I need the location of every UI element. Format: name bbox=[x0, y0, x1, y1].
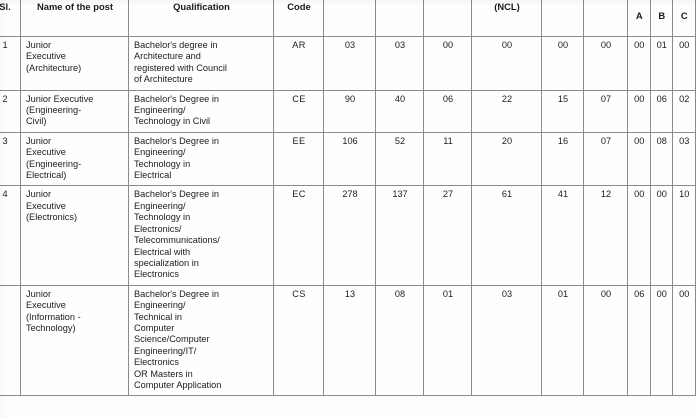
row-ews: 01 bbox=[423, 284, 472, 397]
header-serial: Sl. bbox=[0, 0, 21, 37]
row-pwbd-c: 02 bbox=[672, 89, 696, 133]
row-pwbd-a: 00 bbox=[627, 131, 651, 187]
row-ur: 08 bbox=[375, 284, 424, 397]
header-st bbox=[583, 0, 628, 37]
row-sc: 16 bbox=[541, 131, 584, 187]
row-total-vacancies: 13 bbox=[323, 284, 376, 397]
row-qualification: Bachelor's Degree in Engineering/ Techni… bbox=[128, 284, 274, 397]
row-post-name: Junior Executive (Engineering- Electrica… bbox=[20, 131, 129, 187]
row-post-name: Junior Executive (Architecture) bbox=[20, 36, 129, 91]
header-post: Name of the post bbox=[20, 0, 129, 37]
row-st: 07 bbox=[583, 89, 628, 133]
row-serial: 4 bbox=[0, 185, 21, 286]
row-obc-ncl: 61 bbox=[471, 185, 542, 286]
row-st: 00 bbox=[583, 284, 628, 397]
table-row: 1 Junior Executive (Architecture) Bachelor… bbox=[0, 36, 696, 91]
row-code: EE bbox=[273, 131, 324, 187]
header-ews bbox=[423, 0, 472, 37]
header-sc bbox=[541, 0, 584, 37]
row-obc-ncl: 00 bbox=[471, 36, 542, 91]
row-pwbd-a: 00 bbox=[627, 89, 651, 133]
header-code: Code bbox=[273, 0, 324, 37]
row-qualification: Bachelor's degree in Architecture and re… bbox=[128, 36, 274, 91]
row-st: 12 bbox=[583, 185, 628, 286]
header-pwbd-b: B bbox=[649, 0, 673, 37]
row-code: AR bbox=[273, 36, 324, 91]
row-obc-ncl: 20 bbox=[471, 131, 542, 187]
row-ur: 52 bbox=[375, 131, 424, 187]
row-obc-ncl: 22 bbox=[471, 89, 542, 133]
header-qualification: Qualification bbox=[128, 0, 274, 37]
row-total-vacancies: 106 bbox=[323, 131, 376, 187]
row-ews: 27 bbox=[423, 185, 472, 286]
row-code: CS bbox=[273, 284, 324, 397]
row-obc-ncl: 03 bbox=[471, 284, 542, 397]
row-code: EC bbox=[273, 185, 324, 286]
header-pwbd-a: A bbox=[627, 0, 651, 37]
row-ews: 00 bbox=[423, 36, 472, 91]
row-pwbd-a: 00 bbox=[627, 185, 651, 286]
row-post-name: Junior Executive (Engineering- Civil) bbox=[20, 89, 129, 133]
header-total bbox=[323, 0, 376, 37]
row-post-name: Junior Executive (Electronics) bbox=[20, 185, 129, 286]
table-row: Junior Executive (Information - Technolo… bbox=[0, 284, 696, 397]
row-serial: 3 bbox=[0, 131, 21, 187]
header-row-sub: A B C D & E bbox=[0, 0, 696, 37]
row-st: 07 bbox=[583, 131, 628, 187]
row-qualification: Bachelor's Degree in Engineering/ Techno… bbox=[128, 89, 274, 133]
vacancy-table: Sl. Name of the post Qualification Code … bbox=[0, 0, 696, 397]
row-total-vacancies: 278 bbox=[323, 185, 376, 286]
row-qualification: Bachelor's Degree in Engineering/ Techno… bbox=[128, 185, 274, 286]
row-pwbd-b: 00 bbox=[649, 185, 673, 286]
row-st: 00 bbox=[583, 36, 628, 91]
row-pwbd-c: 03 bbox=[672, 131, 696, 187]
header-ur bbox=[375, 0, 424, 37]
table-row: 4 Junior Executive (Electronics) Bachelor'… bbox=[0, 185, 696, 286]
row-ur: 40 bbox=[375, 89, 424, 133]
row-pwbd-b: 00 bbox=[649, 284, 673, 397]
row-ur: 03 bbox=[375, 36, 424, 91]
table-row: 2 Junior Executive (Engineering- Civil) Ba… bbox=[0, 89, 696, 133]
table-row: 3 Junior Executive (Engineering- Electric… bbox=[0, 131, 696, 187]
row-pwbd-a: 06 bbox=[627, 284, 651, 397]
header-obc-ncl: (NCL) bbox=[471, 0, 542, 37]
row-pwbd-c: 10 bbox=[672, 185, 696, 286]
table-header: Sl. Name of the post Qualification Code … bbox=[0, 0, 696, 37]
row-ews: 11 bbox=[423, 131, 472, 187]
row-sc: 00 bbox=[541, 36, 584, 91]
row-total-vacancies: 03 bbox=[323, 36, 376, 91]
row-pwbd-b: 06 bbox=[649, 89, 673, 133]
row-serial bbox=[0, 284, 21, 397]
row-qualification: Bachelor's Degree in Engineering/ Techno… bbox=[128, 131, 274, 187]
row-sc: 41 bbox=[541, 185, 584, 286]
row-serial: 2 bbox=[0, 89, 21, 133]
row-pwbd-c: 00 bbox=[672, 36, 696, 91]
row-code: CE bbox=[273, 89, 324, 133]
row-sc: 15 bbox=[541, 89, 584, 133]
row-total-vacancies: 90 bbox=[323, 89, 376, 133]
row-pwbd-a: 00 bbox=[627, 36, 651, 91]
row-pwbd-b: 08 bbox=[649, 131, 673, 187]
row-serial: 1 bbox=[0, 36, 21, 91]
table-body: 1 Junior Executive (Architecture) Bachelor… bbox=[0, 36, 696, 397]
row-post-name: Junior Executive (Information - Technolo… bbox=[20, 284, 129, 397]
row-ur: 137 bbox=[375, 185, 424, 286]
row-sc: 01 bbox=[541, 284, 584, 397]
row-pwbd-c: 00 bbox=[672, 284, 696, 397]
header-pwbd-c: C bbox=[672, 0, 696, 37]
row-ews: 06 bbox=[423, 89, 472, 133]
row-pwbd-b: 01 bbox=[649, 36, 673, 91]
